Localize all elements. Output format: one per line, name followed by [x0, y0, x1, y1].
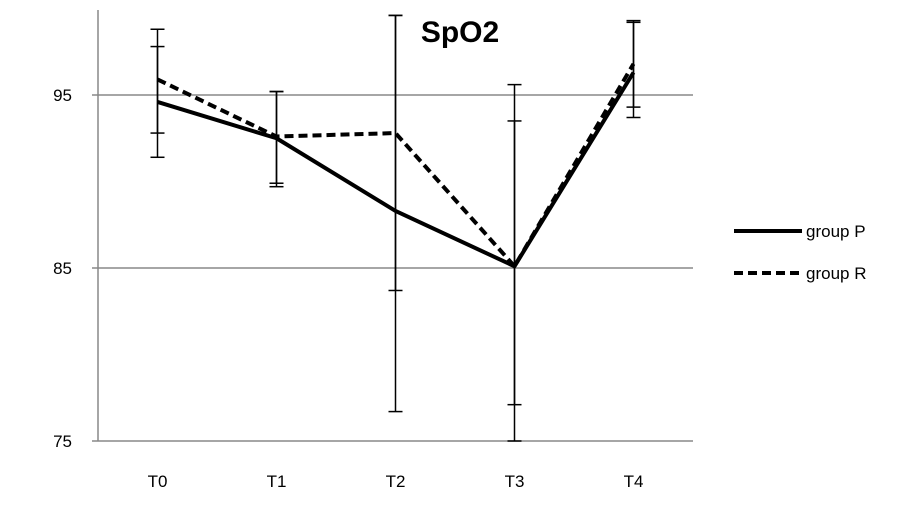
error-bar: [388, 14, 403, 292]
legend: group P group R: [734, 222, 866, 283]
y-tick-label: 85: [53, 259, 72, 278]
legend-label: group R: [806, 264, 866, 283]
x-tick-label: T4: [624, 472, 644, 491]
legend-item: group R: [734, 264, 866, 283]
x-tick-labels: T0 T1 T2 T3 T4: [148, 472, 644, 491]
x-tick-label: T0: [148, 472, 168, 491]
chart-title: SpO2: [421, 16, 499, 49]
series-line-group-r: [156, 62, 636, 269]
x-tick-label: T3: [505, 472, 525, 491]
x-tick-label: T2: [386, 472, 406, 491]
gridlines: [92, 94, 693, 442]
legend-item: group P: [734, 222, 866, 241]
y-tick-labels: 75 85 95: [53, 86, 72, 451]
legend-label: group P: [806, 222, 866, 241]
x-tick-label: T1: [267, 472, 287, 491]
y-tick-label: 95: [53, 86, 72, 105]
error-bars: [150, 14, 641, 442]
series-lines: [156, 62, 636, 269]
y-tick-label: 75: [53, 432, 72, 451]
